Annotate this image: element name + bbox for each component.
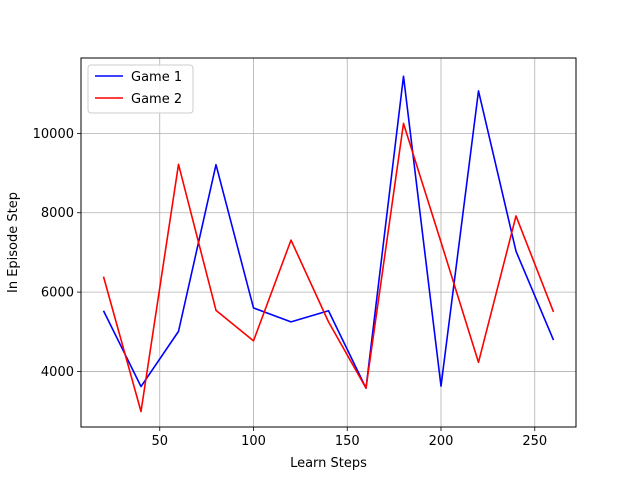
x-tick-label: 100 xyxy=(241,434,266,449)
y-tick-label: 10000 xyxy=(33,127,74,142)
x-tick-label: 250 xyxy=(522,434,547,449)
legend-label: Game 1 xyxy=(131,70,182,85)
x-tick-label: 150 xyxy=(335,434,360,449)
series-line-2 xyxy=(102,122,555,413)
y-tick-label: 4000 xyxy=(41,365,74,380)
x-axis-label: Learn Steps xyxy=(290,456,367,471)
series-lines xyxy=(102,75,555,413)
plot-area-frame xyxy=(80,57,577,428)
y-axis-label: In Episode Step xyxy=(6,192,21,293)
legend-box xyxy=(87,64,194,114)
x-tick-label: 50 xyxy=(151,434,168,449)
grid xyxy=(81,58,576,427)
x-tick-label: 200 xyxy=(429,434,454,449)
y-axis: 4000 6000 8000 10000 xyxy=(33,127,81,380)
legend-label: Game 2 xyxy=(131,92,182,107)
legend: Game 1 Game 2 xyxy=(87,64,194,114)
y-tick-label: 6000 xyxy=(41,286,74,301)
series-line-1 xyxy=(102,75,555,389)
x-axis: 50 100 150 200 250 xyxy=(151,427,547,449)
y-tick-label: 8000 xyxy=(41,206,74,221)
